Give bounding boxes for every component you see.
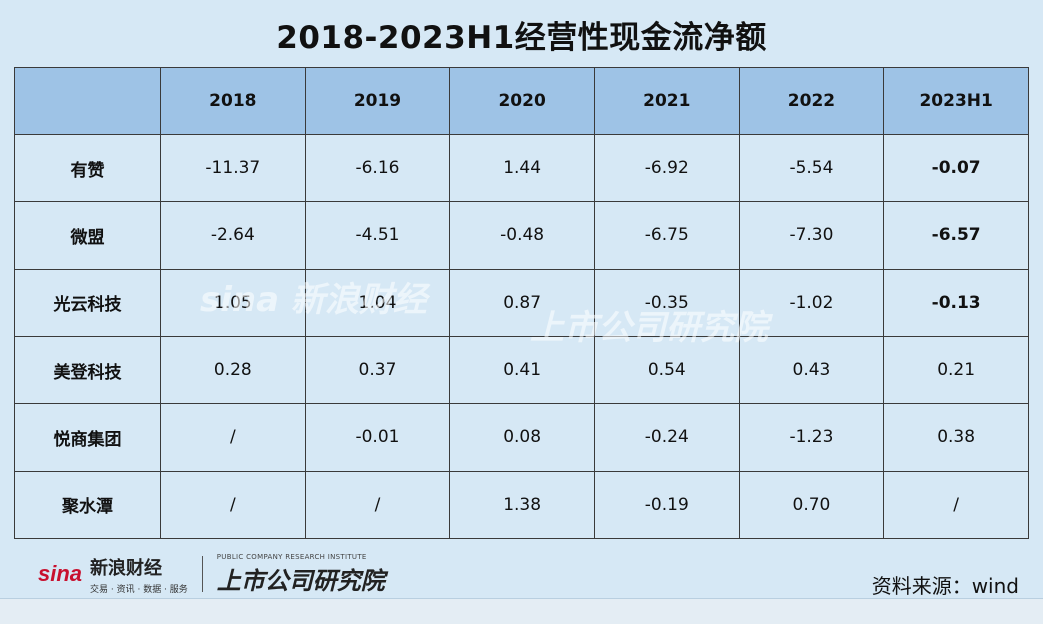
row-label: 美登科技 <box>14 335 161 405</box>
table-cell: -11.37 <box>160 133 306 203</box>
table-cell: -0.35 <box>593 268 740 337</box>
table-cell: / <box>160 470 306 540</box>
table-cell: -7.30 <box>738 201 885 270</box>
footer-logo: sina 新浪财经 交易 · 资讯 · 数据 · 服务 PUBLIC COMPA… <box>38 553 385 595</box>
header-cell-2019: 2019 <box>304 67 451 135</box>
table-cell: -5.54 <box>738 133 885 203</box>
table-cell: -6.75 <box>593 201 740 270</box>
bottom-bar <box>0 598 1043 624</box>
institute-name-cn: 上市公司研究院 <box>216 566 385 595</box>
footer-divider <box>201 556 203 592</box>
table-cell: 0.87 <box>449 268 595 337</box>
table-cell: -1.23 <box>738 403 885 472</box>
page-title: 2018-2023H1经营性现金流净额 <box>276 20 767 56</box>
table-header-row: 2018 2019 2020 2021 2022 2023H1 <box>14 67 1029 135</box>
table-cell: -2.64 <box>160 201 306 270</box>
table-cell: -0.13 <box>883 268 1029 337</box>
row-label: 悦商集团 <box>14 403 161 472</box>
table-row: 悦商集团 / -0.01 0.08 -0.24 -1.23 0.38 <box>14 403 1029 472</box>
header-cell-2018: 2018 <box>160 67 306 135</box>
table-cell: -6.57 <box>883 201 1029 270</box>
table-row: 光云科技 1.05 1.04 0.87 -0.35 -1.02 -0.13 <box>14 268 1029 337</box>
table-cell: 0.38 <box>883 403 1029 472</box>
table-cell: 1.05 <box>160 268 306 337</box>
institute-brand: PUBLIC COMPANY RESEARCH INSTITUTE 上市公司研究… <box>217 553 385 596</box>
table-cell: 0.43 <box>738 335 885 405</box>
header-cell-corner <box>14 67 161 135</box>
source-note: 资料来源：wind <box>871 574 1019 598</box>
table-cell: -6.92 <box>593 133 740 203</box>
sina-logo-icon: sina <box>38 561 83 586</box>
table-cell: 0.70 <box>738 470 885 540</box>
table-cell: 0.37 <box>304 335 451 405</box>
table-cell: -4.51 <box>304 201 451 270</box>
table-cell: -6.16 <box>304 133 451 203</box>
header-cell-2023h1: 2023H1 <box>883 67 1029 135</box>
table-cell: -0.19 <box>593 470 740 540</box>
table-cell: 0.54 <box>593 335 740 405</box>
sina-brand-name: 新浪财经 <box>90 557 163 579</box>
table-cell: -1.02 <box>738 268 885 337</box>
institute-name-en: PUBLIC COMPANY RESEARCH INSTITUTE <box>216 552 367 561</box>
header-cell-2021: 2021 <box>593 67 740 135</box>
sina-brand-tagline: 交易 · 资讯 · 数据 · 服务 <box>90 584 188 595</box>
header-cell-2022: 2022 <box>738 67 885 135</box>
table-row: 微盟 -2.64 -4.51 -0.48 -6.75 -7.30 -6.57 <box>14 201 1029 270</box>
table-cell: 1.04 <box>304 268 451 337</box>
table-cell: -0.48 <box>449 201 595 270</box>
row-label: 聚水潭 <box>14 470 161 540</box>
table-cell: 0.41 <box>449 335 595 405</box>
sina-brand: 新浪财经 交易 · 资讯 · 数据 · 服务 <box>90 554 188 595</box>
row-label: 微盟 <box>14 201 161 270</box>
table-cell: -0.07 <box>883 133 1029 203</box>
table-cell: / <box>883 470 1029 540</box>
header-cell-2020: 2020 <box>449 67 595 135</box>
table-cell: / <box>304 470 451 540</box>
table-cell: 0.21 <box>883 335 1029 405</box>
table-cell: -0.24 <box>593 403 740 472</box>
table-cell: 1.38 <box>449 470 595 540</box>
table-row: 有赞 -11.37 -6.16 1.44 -6.92 -5.54 -0.07 <box>14 133 1029 203</box>
table-cell: / <box>160 403 306 472</box>
data-table: 2018 2019 2020 2021 2022 2023H1 有赞 -11.37… <box>14 67 1029 540</box>
row-label: 光云科技 <box>14 268 161 337</box>
table-row: 美登科技 0.28 0.37 0.41 0.54 0.43 0.21 <box>14 335 1029 405</box>
table-row: 聚水潭 //1.38 -0.19 0.70/ <box>14 470 1029 540</box>
table-cell: 0.08 <box>449 403 595 472</box>
table-cell: 0.28 <box>160 335 306 405</box>
table-cell: -0.01 <box>304 403 451 472</box>
table-cell: 1.44 <box>449 133 595 203</box>
row-label: 有赞 <box>14 133 161 203</box>
